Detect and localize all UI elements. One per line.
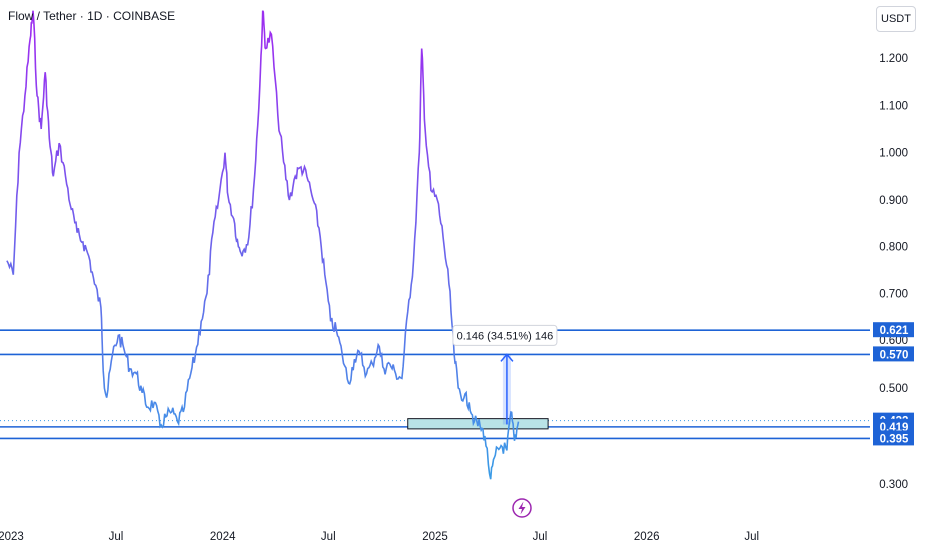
price-tag: 0.570: [873, 346, 914, 362]
y-axis-ticks: 1.200 1.100 1.000 0.900 0.800 0.700 0.600 0.500…: [879, 53, 908, 491]
y-tick-label: 1.000: [879, 148, 908, 160]
y-tick-label: 0.300: [879, 479, 908, 491]
y-tick-label: 0.600: [879, 335, 908, 347]
price-tag-box: [873, 346, 914, 362]
price-tag-box: [873, 430, 914, 446]
y-tick-label: 0.800: [879, 242, 908, 254]
x-tick-label: 2023: [0, 531, 24, 543]
symbol-title[interactable]: Flow / Tether · 1D · COINBASE: [8, 9, 176, 23]
price-line: [6, 10, 520, 480]
x-tick-label: 2025: [422, 531, 448, 543]
x-tick-label: 2026: [634, 531, 660, 543]
x-axis-ticks: 2023 Jul 2024 Jul 2025 Jul 2026 Jul: [0, 531, 759, 543]
y-tick-label: 0.500: [879, 383, 908, 395]
measure-label: 0.146 (34.51%) 146: [457, 330, 554, 342]
y-tick-label: 0.900: [879, 195, 908, 207]
price-tag-value: 0.395: [880, 433, 909, 445]
y-tick-label: 1.100: [879, 100, 908, 112]
measure-arrow-head: [500, 353, 514, 362]
currency-button[interactable]: USDT: [876, 6, 916, 32]
price-tag-value: 0.621: [880, 325, 909, 337]
x-tick-label: Jul: [744, 531, 759, 543]
price-tag-box: [873, 418, 914, 434]
price-tag: 0.395: [873, 430, 914, 446]
y-tick-label: 1.200: [879, 53, 908, 65]
y-tick-label: 0.700: [879, 288, 908, 300]
price-tag-box: [873, 322, 914, 338]
x-tick-label: Jul: [321, 531, 336, 543]
price-range-measure[interactable]: 0.146 (34.51%) 146: [452, 324, 558, 425]
lightning-icon[interactable]: [512, 498, 532, 518]
price-tag-value: 0.570: [880, 349, 909, 361]
x-tick-label: Jul: [109, 531, 124, 543]
x-tick-label: Jul: [533, 531, 548, 543]
measure-label-box: [452, 324, 558, 346]
price-tag: 0.621: [873, 322, 914, 338]
x-tick-label: 2024: [210, 531, 236, 543]
